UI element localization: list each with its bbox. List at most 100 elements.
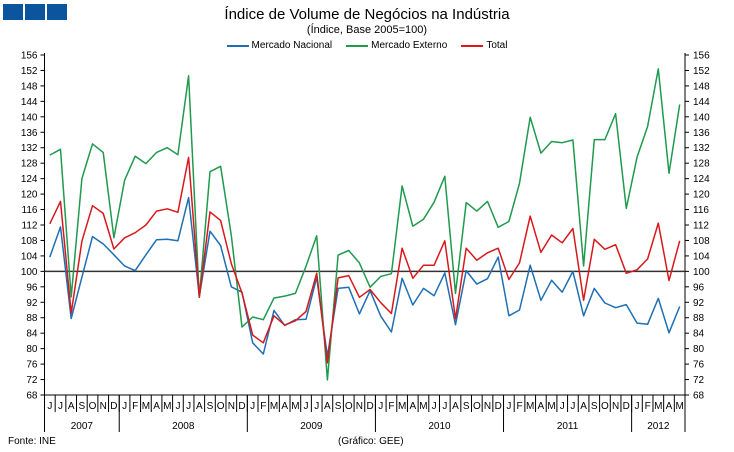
y-tick-label-right: 156 [693,51,710,62]
y-tick-label-left: 108 [21,236,38,247]
x-tick-label-month: A [281,401,288,412]
x-tick-label-month: O [473,401,481,412]
x-tick-label-month: N [484,401,491,412]
y-tick-label-right: 124 [693,174,710,185]
y-tick-label-left: 68 [26,391,38,402]
x-tick-label-month: A [666,401,673,412]
y-tick-label-right: 84 [693,329,705,340]
x-tick-label-month: A [409,401,416,412]
legend-item: Mercado Externo [346,40,447,51]
y-tick-label-right: 100 [693,267,710,278]
x-tick-label-month: M [547,401,555,412]
y-tick-label-right: 108 [693,236,710,247]
y-tick-label-right: 136 [693,128,710,139]
x-tick-label-month: J [47,401,52,412]
x-tick-label-month: M [270,401,278,412]
y-tick-label-left: 80 [26,344,38,355]
x-tick-label-month: D [110,401,117,412]
y-tick-label-right: 68 [693,391,705,402]
legend-item: Total [461,40,507,51]
x-tick-label-month: J [432,401,437,412]
x-tick-label-month: J [58,401,63,412]
legend-label: Total [486,40,508,51]
y-tick-label-right: 80 [693,344,705,355]
logo [3,4,67,20]
x-tick-label-month: J [634,401,639,412]
logo-square [3,4,23,20]
y-tick-label-right: 88 [693,313,705,324]
x-tick-label-year: 2009 [300,421,323,432]
x-tick-label-month: A [196,401,203,412]
y-tick-label-right: 144 [693,97,710,108]
y-tick-label-right: 148 [693,81,710,92]
x-tick-label-month: F [645,401,651,412]
legend-swatch [346,44,369,47]
x-tick-label-month: A [452,401,459,412]
x-tick-label-month: A [68,401,75,412]
y-tick-label-left: 140 [21,112,38,123]
y-tick-label-left: 92 [26,298,38,309]
x-tick-label-month: J [506,401,511,412]
x-tick-label-month: J [560,401,565,412]
x-tick-label-month: A [153,401,160,412]
x-tick-label-month: S [591,401,598,412]
y-tick-label-right: 112 [693,221,709,232]
x-tick-label-month: O [601,401,609,412]
chart-title: Índice de Volume de Negócios na Indústri… [224,6,510,23]
x-tick-label-month: F [132,401,138,412]
x-tick-label-month: J [570,401,575,412]
y-tick-label-left: 156 [21,51,38,62]
series-line-total [49,156,681,364]
x-tick-label-year: 2008 [172,421,195,432]
x-tick-label-month: J [378,401,383,412]
y-tick-label-right: 72 [693,375,705,386]
x-tick-label-month: A [538,401,545,412]
y-tick-label-left: 104 [21,251,38,262]
y-tick-label-right: 132 [693,143,710,154]
legend-swatch [226,44,249,47]
y-tick-label-right: 140 [693,112,710,123]
y-tick-label-left: 116 [22,205,38,216]
x-tick-label-month: D [495,401,502,412]
x-tick-label-month: J [442,401,447,412]
x-tick-label-month: S [79,401,86,412]
x-tick-label-year: 2007 [71,421,94,432]
x-tick-label-month: F [260,401,266,412]
source-note: Fonte: INE [8,436,56,447]
x-tick-label-month: N [356,401,363,412]
x-tick-label-month: S [463,401,470,412]
y-tick-label-left: 84 [26,329,38,340]
x-tick-label-month: O [217,401,225,412]
x-tick-label-month: M [526,401,534,412]
legend-label: Mercado Nacional [251,40,333,51]
y-tick-label-left: 136 [21,128,38,139]
series-line-mercado-nacional [49,196,681,358]
y-tick-label-left: 96 [26,282,38,293]
x-tick-label-month: J [314,401,319,412]
logo-square [25,4,45,20]
y-tick-label-left: 152 [21,66,38,77]
y-tick-label-left: 124 [21,174,38,185]
x-tick-label-month: M [654,401,662,412]
y-tick-label-right: 96 [693,282,705,293]
x-tick-label-month: F [388,401,394,412]
x-tick-label-month: J [304,401,309,412]
chart-subtitle: (Índice, Base 2005=100) [306,24,428,36]
legend-item: Mercado Nacional [226,40,333,51]
x-tick-label-month: D [623,401,630,412]
x-tick-label-month: J [186,401,191,412]
legend: Mercado Nacional Mercado Externo Total [0,40,734,51]
y-tick-label-left: 148 [21,81,38,92]
x-tick-label-year: 2010 [428,421,451,432]
y-tick-label-left: 88 [26,313,38,324]
y-tick-label-left: 76 [26,360,38,371]
x-tick-label-month: D [366,401,373,412]
x-tick-label-month: A [580,401,587,412]
x-tick-label-month: S [335,401,342,412]
y-tick-label-left: 100 [21,267,38,278]
y-tick-label-left: 112 [22,221,38,232]
x-tick-label-month: O [89,401,97,412]
x-tick-label-year: 2011 [557,421,579,432]
x-tick-label-month: N [228,401,235,412]
x-tick-label-year: 2012 [647,421,670,432]
